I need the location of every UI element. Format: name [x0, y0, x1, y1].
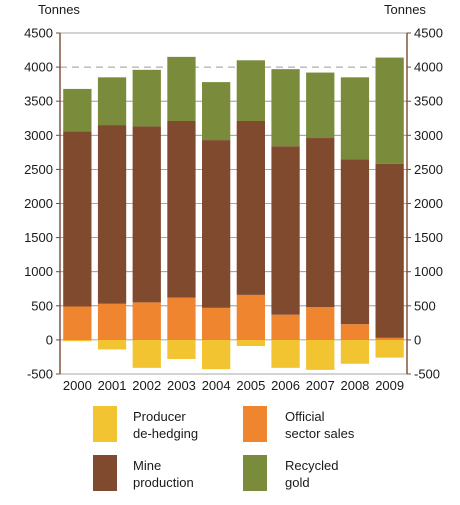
- legend-label: sector sales: [285, 426, 355, 441]
- bar-segment: [271, 314, 300, 340]
- legend: Producer de-hedging Official sector sales Mi…: [93, 406, 355, 491]
- legend-swatch: [243, 455, 267, 491]
- bar-segment: [202, 82, 231, 141]
- bar-segment: [63, 131, 92, 307]
- bar-segment: [97, 125, 127, 304]
- legend-swatch: [243, 406, 267, 442]
- left-tick-label: 3500: [24, 94, 53, 109]
- legend-label: de-hedging: [133, 426, 198, 441]
- left-tick-label: 2500: [24, 162, 53, 177]
- bar-segment: [306, 138, 335, 308]
- right-axis-unit: Tonnes: [384, 2, 426, 17]
- x-tick-label: 2003: [167, 378, 196, 393]
- bar-segment: [340, 77, 370, 160]
- right-tick-label: 4000: [414, 60, 443, 75]
- right-tick-label: 500: [414, 298, 436, 313]
- bar-segment: [236, 339, 265, 347]
- bar-segment: [271, 69, 300, 147]
- bar-segment: [167, 56, 196, 121]
- bar-segment: [271, 146, 300, 315]
- bar-segment: [236, 60, 265, 121]
- bar-segment: [202, 140, 231, 308]
- x-tick-label: 2005: [236, 378, 265, 393]
- bar-segment: [167, 120, 196, 298]
- x-tick-label: 2009: [375, 378, 404, 393]
- x-tick-label: 2006: [271, 378, 300, 393]
- right-tick-label: 1500: [414, 230, 443, 245]
- legend-label: Official: [285, 409, 325, 424]
- left-tick-label: -500: [27, 367, 53, 382]
- bar-segment: [236, 294, 265, 340]
- bar-segment: [63, 339, 92, 342]
- bar-segment: [132, 302, 161, 340]
- bar-segment: [306, 339, 335, 370]
- bar-segment: [375, 339, 404, 358]
- right-tick-label: 3500: [414, 94, 443, 109]
- bar-segment: [167, 339, 196, 359]
- bar-segment: [375, 57, 404, 164]
- left-tick-label: 3000: [24, 128, 53, 143]
- right-tick-label: -500: [414, 367, 440, 382]
- legend-label: production: [133, 475, 194, 490]
- left-tick-label: 1000: [24, 264, 53, 279]
- x-tick-label: 2007: [306, 378, 335, 393]
- bar-segment: [340, 159, 370, 325]
- bar-segment: [375, 163, 404, 338]
- x-tick-label: 2008: [340, 378, 369, 393]
- legend-swatch: [93, 406, 117, 442]
- bar-segment: [132, 339, 161, 368]
- bar-segment: [306, 72, 335, 139]
- left-tick-label: 500: [31, 298, 53, 313]
- bar-segment: [202, 307, 231, 340]
- x-tick-label: 2002: [132, 378, 161, 393]
- bar-segment: [306, 307, 335, 340]
- x-tick-label: 2001: [98, 378, 127, 393]
- bar-segment: [97, 303, 127, 340]
- bar-segment: [97, 77, 127, 126]
- bar-segment: [132, 69, 161, 127]
- bar-segment: [63, 306, 92, 340]
- x-tick-label: 2004: [202, 378, 231, 393]
- left-tick-label: 2000: [24, 196, 53, 211]
- bar-segment: [340, 324, 370, 340]
- bar-segment: [375, 337, 404, 340]
- legend-label: Recycled: [285, 458, 338, 473]
- left-tick-label: 4500: [24, 26, 53, 41]
- right-tick-label: 2500: [414, 162, 443, 177]
- bar-segment: [132, 126, 161, 303]
- right-tick-label: 0: [414, 332, 421, 347]
- left-axis-unit: Tonnes: [38, 2, 80, 17]
- bar-segment: [202, 339, 231, 370]
- x-tick-label: 2000: [63, 378, 92, 393]
- right-tick-label: 4500: [414, 26, 443, 41]
- left-tick-label: 0: [46, 332, 53, 347]
- left-tick-label: 4000: [24, 60, 53, 75]
- bar-segment: [63, 88, 92, 132]
- bars: [63, 56, 404, 370]
- legend-label: Producer: [133, 409, 186, 424]
- legend-swatch: [93, 455, 117, 491]
- right-tick-label: 1000: [414, 264, 443, 279]
- left-tick-label: 1500: [24, 230, 53, 245]
- axes: -500 -500 0 0 500 500 1000 1000 1500 1500 2000 2000…: [24, 26, 443, 394]
- legend-label: Mine: [133, 458, 161, 473]
- bar-segment: [236, 120, 265, 295]
- legend-label: gold: [285, 475, 310, 490]
- bar-segment: [340, 339, 370, 364]
- right-tick-label: 2000: [414, 196, 443, 211]
- bar-segment: [167, 297, 196, 340]
- bar-segment: [97, 339, 127, 350]
- bar-segment: [271, 339, 300, 368]
- right-tick-label: 3000: [414, 128, 443, 143]
